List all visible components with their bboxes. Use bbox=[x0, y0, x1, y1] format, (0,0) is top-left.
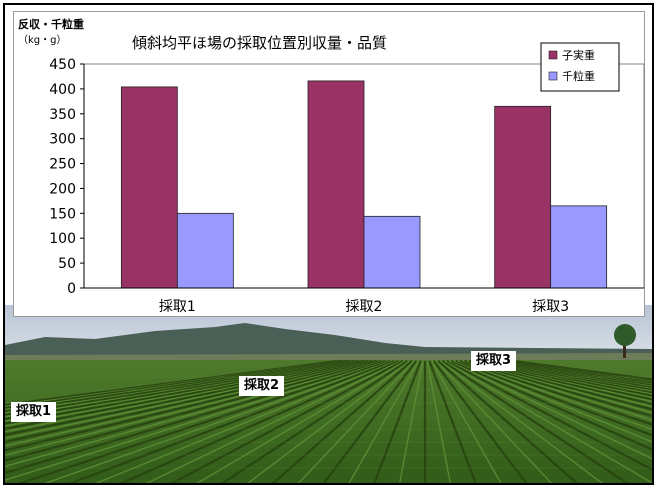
bar-chart: 反収・千粒重 （kg・g） 傾斜均平ほ場の採取位置別収量・品質 0 50 100 15… bbox=[18, 17, 645, 315]
y-tick-label: 50 bbox=[58, 256, 76, 272]
figure-frame: 採取1 採取2 採取3 反収・千粒重 （kg・g） 傾斜均平ほ場の採取位置別収量… bbox=[3, 3, 654, 485]
bar-thousand-grain-weight bbox=[363, 215, 421, 289]
tree bbox=[614, 324, 636, 358]
legend-swatch bbox=[548, 71, 558, 81]
bar-grain-yield bbox=[494, 105, 552, 289]
y-tick-label: 100 bbox=[49, 231, 76, 247]
x-tick-label: 採取3 bbox=[532, 299, 569, 315]
y-tick-label: 400 bbox=[49, 82, 76, 98]
y-tick-label: 150 bbox=[49, 206, 76, 222]
y-axis-unit: （kg・g） bbox=[18, 34, 67, 46]
y-axis-label: 反収・千粒重 bbox=[18, 17, 84, 31]
bar-grain-yield bbox=[307, 80, 365, 289]
plot-area: 0 50 100 150 200 250 300 350 400 450 採取1 採取2 採取3 bbox=[49, 57, 645, 315]
y-tick-label: 300 bbox=[49, 132, 76, 148]
legend-swatch bbox=[548, 50, 558, 60]
y-tick-label: 350 bbox=[49, 107, 76, 123]
bar-thousand-grain-weight bbox=[550, 205, 608, 289]
y-tick-label: 250 bbox=[49, 157, 76, 173]
legend-label: 子実重 bbox=[562, 48, 595, 62]
bar-grain-yield bbox=[120, 86, 178, 289]
y-tick-label: 200 bbox=[49, 181, 76, 197]
y-tick-label: 450 bbox=[49, 57, 76, 73]
legend-label: 千粒重 bbox=[562, 69, 595, 83]
x-tick-label: 採取1 bbox=[159, 299, 196, 315]
y-tick-label: 0 bbox=[67, 281, 76, 297]
bar-thousand-grain-weight bbox=[176, 212, 234, 289]
photo-label-sampling-2: 採取2 bbox=[239, 376, 285, 396]
chart-title: 傾斜均平ほ場の採取位置別収量・品質 bbox=[132, 34, 387, 52]
x-tick-label: 採取2 bbox=[346, 299, 383, 315]
chart-panel: 反収・千粒重 （kg・g） 傾斜均平ほ場の採取位置別収量・品質 0 50 100 15… bbox=[13, 11, 645, 317]
photo-label-sampling-1: 採取1 bbox=[11, 402, 57, 422]
photo-label-sampling-3: 採取3 bbox=[471, 351, 517, 371]
